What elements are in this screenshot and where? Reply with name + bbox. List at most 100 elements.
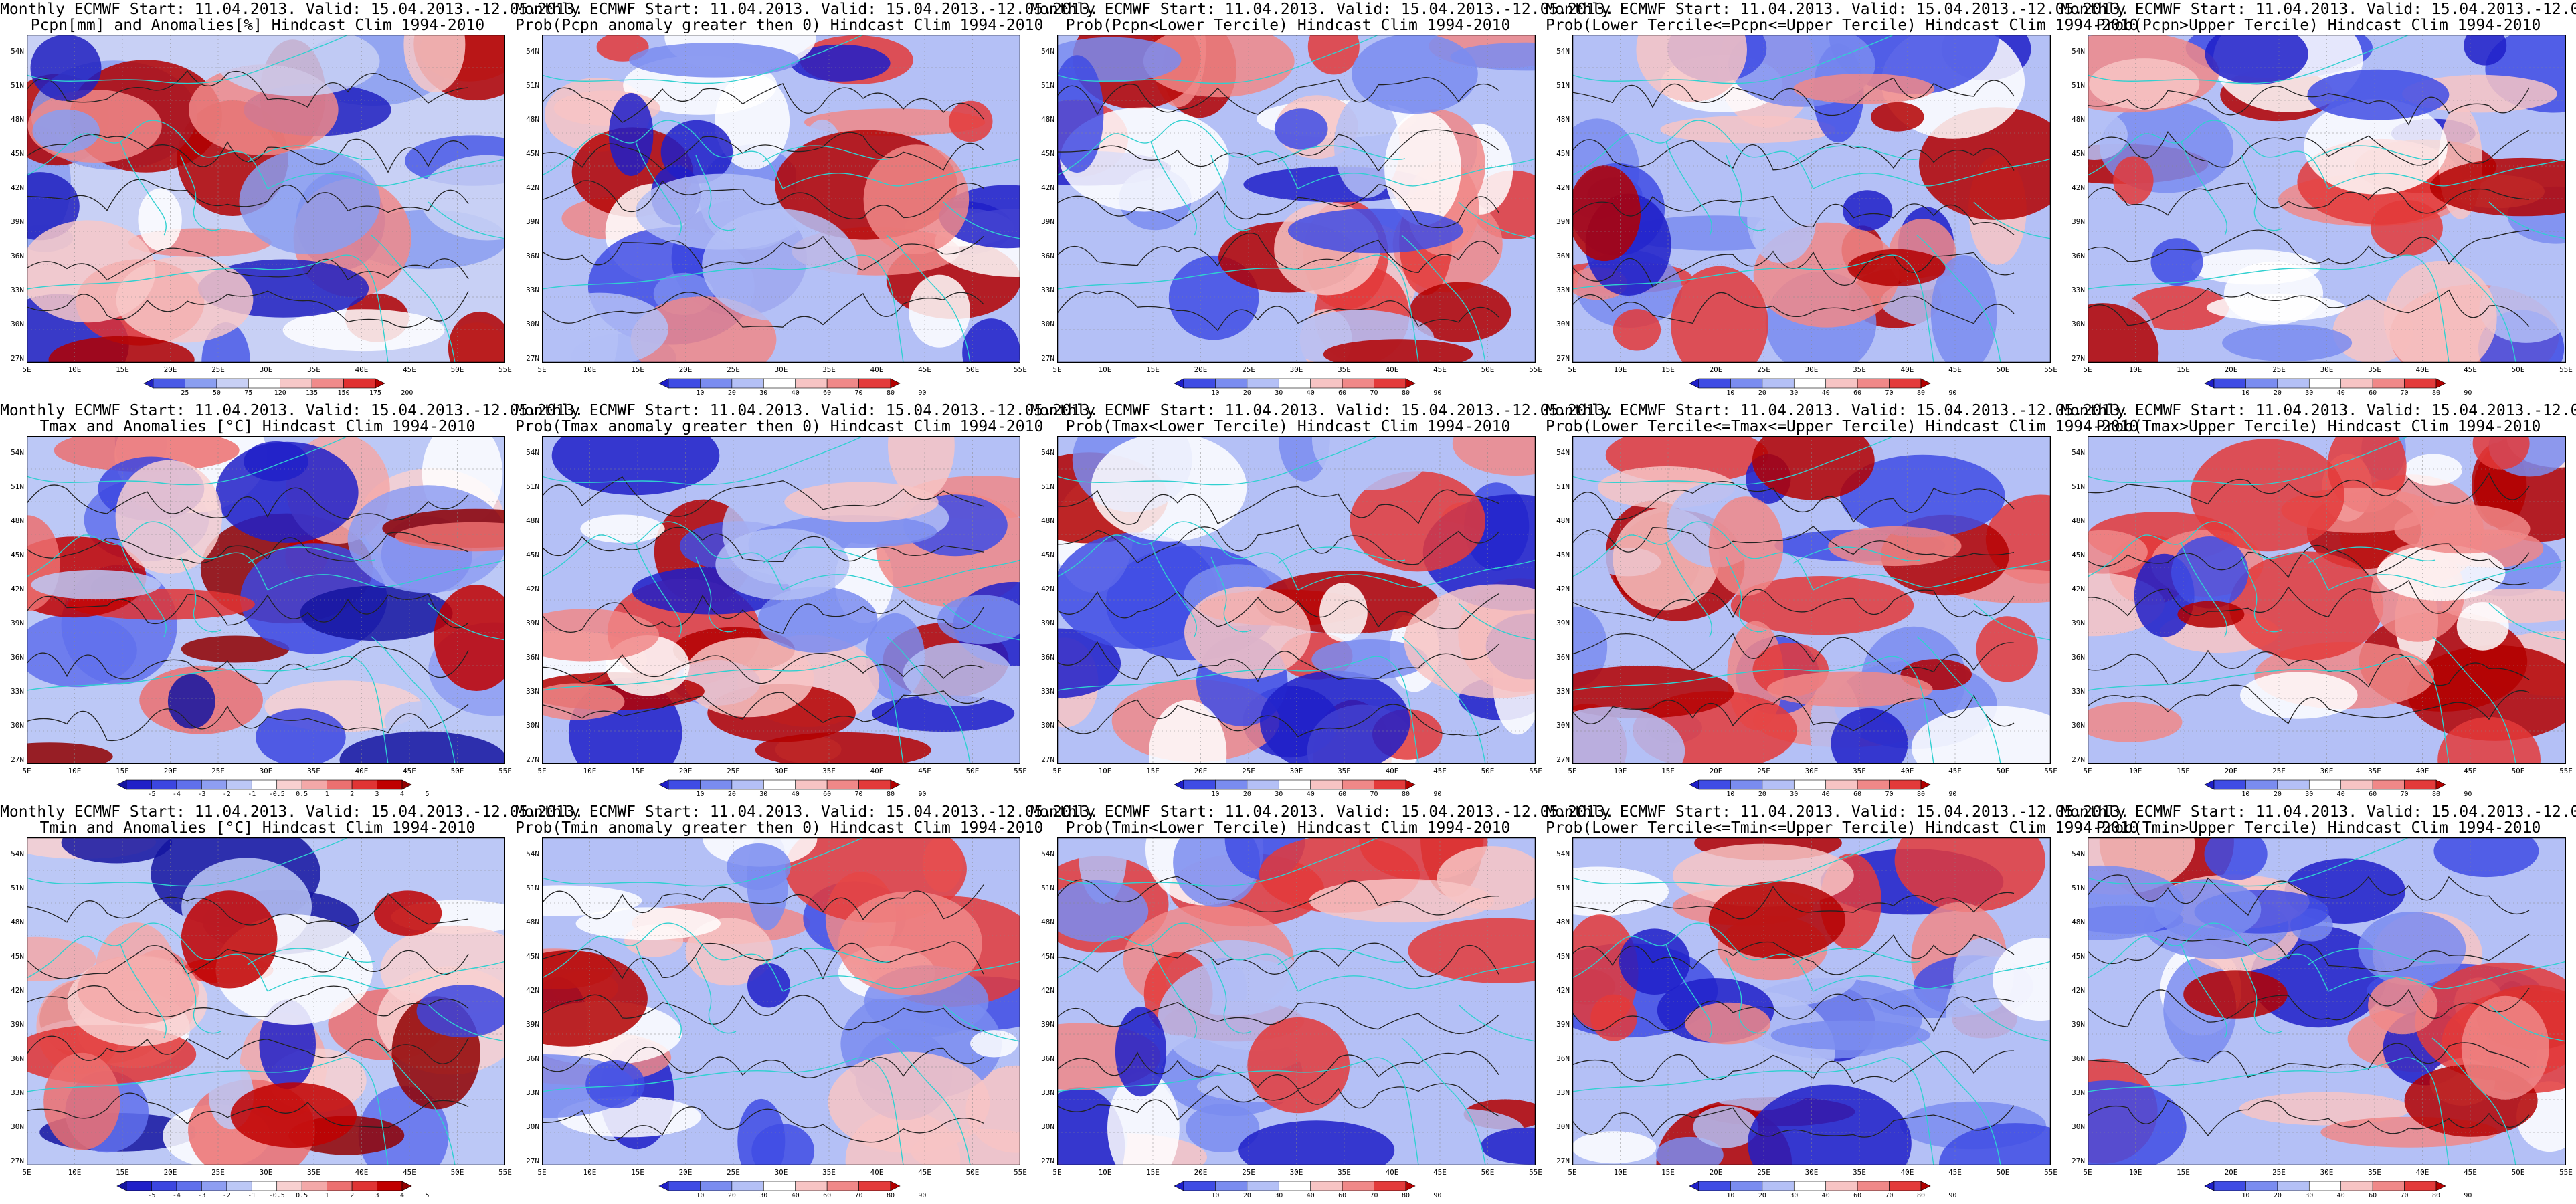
latitude-label: 27N (1556, 755, 1570, 764)
coastline (1572, 922, 1814, 992)
colorbar-swatch (401, 1181, 412, 1191)
shaded-region (2433, 837, 2539, 878)
latitude-label: 30N (1556, 1122, 1570, 1131)
coastline (27, 922, 268, 992)
map-panel: Monthly ECMWF Start: 11.04.2013. Valid: … (2061, 0, 2576, 401)
latitude-label: 45N (1041, 550, 1054, 559)
longitude-label: 20E (678, 365, 693, 374)
coastline (1057, 120, 1299, 189)
shaded-region (542, 292, 668, 363)
longitude-label: 5E (2083, 365, 2092, 374)
colorbar-swatch (343, 378, 376, 389)
coastline (542, 120, 784, 189)
colorbar-svg (1174, 378, 1416, 389)
contour-line (542, 83, 984, 123)
longitude-label: 10E (1613, 365, 1627, 374)
shaded-region (1671, 266, 1768, 363)
colorbar-swatch (2277, 1181, 2310, 1191)
latitude-label: 45N (2072, 952, 2085, 961)
coastline (1916, 1037, 2001, 1165)
map-svg (2088, 35, 2566, 363)
longitude-label: 15E (116, 365, 129, 374)
panel-title-line2: Prob(Tmin>Upper Tercile) Hindcast Clim 1… (2096, 819, 2541, 837)
shaded-region (2472, 436, 2530, 470)
coastline (2308, 546, 2436, 564)
colorbar-label: 5 (425, 1192, 430, 1199)
longitude-label: 20E (163, 365, 177, 374)
longitude-label: 35E (822, 365, 836, 374)
map-canvas (542, 837, 1020, 1165)
longitude-label: 35E (2368, 365, 2381, 374)
map-svg (542, 837, 1020, 1165)
shaded-region (2456, 602, 2509, 651)
shaded-region (1319, 583, 1368, 642)
colorbar-svg (2204, 378, 2446, 389)
map-panel: Monthly ECMWF Start: 11.04.2013. Valid: … (1546, 401, 2138, 803)
longitude-label: 25E (1757, 1168, 1770, 1177)
panel-title-line1: Monthly ECMWF Start: 11.04.2013. Valid: … (0, 1, 584, 18)
colorbar-swatch (1689, 378, 1699, 389)
latitude-label: 27N (11, 354, 24, 363)
colorbar-swatch (1698, 1181, 1731, 1191)
shaded-region (27, 613, 137, 688)
longitude-label: 15E (1661, 365, 1675, 374)
latitude-label: 45N (1556, 149, 1570, 158)
coastline (1297, 559, 1536, 591)
longitude-label: 50E (1996, 1168, 2010, 1177)
contour-line (1057, 1001, 1499, 1035)
colorbar-swatch (658, 378, 669, 389)
latitude-label: 27N (526, 354, 539, 363)
colorbar-swatch (731, 378, 764, 389)
longitude-label: 45E (2464, 767, 2477, 775)
colorbar-swatch (1405, 779, 1416, 790)
colorbar-label: 1 (325, 1192, 329, 1199)
map-canvas (1057, 837, 1536, 1165)
latitude-label: 45N (2072, 149, 2085, 158)
colorbar-swatch (1183, 779, 1216, 790)
colorbar-label: 30 (1275, 389, 1283, 397)
coastline (542, 521, 784, 591)
map-panel: Monthly ECMWF Start: 11.04.2013. Valid: … (1546, 0, 2138, 401)
colorbar-label: 30 (1790, 791, 1799, 798)
colorbar (2204, 779, 2446, 790)
shaded-region (962, 318, 1020, 363)
colorbar-label: 40 (1821, 1192, 1830, 1199)
latitude-label: 54N (11, 47, 24, 56)
colorbar-svg (1174, 779, 1416, 790)
coastline (1726, 155, 1767, 231)
longitude-label: 5E (537, 767, 547, 775)
map-svg (1057, 35, 1536, 363)
map-canvas (2088, 837, 2566, 1165)
shaded-region (2205, 35, 2308, 85)
colorbar-swatch (2404, 1181, 2437, 1191)
colorbar-label: 70 (2400, 791, 2409, 798)
colorbar-label: 70 (1885, 389, 1894, 397)
panel-title-line2: Prob(Tmin<Lower Tercile) Hindcast Clim 1… (1065, 819, 1511, 837)
coastline (2308, 145, 2436, 163)
colorbar-swatch (1405, 1181, 1416, 1191)
shaded-region (2088, 530, 2148, 574)
coastline (180, 556, 221, 633)
panel-title-line1: Monthly ECMWF Start: 11.04.2013. Valid: … (0, 402, 584, 419)
map-canvas (1057, 35, 1536, 363)
shaded-region (585, 1060, 645, 1108)
longitude-label: 5E (2083, 767, 2092, 775)
colorbar-label: 10 (1726, 1192, 1735, 1199)
latitude-label: 36N (2072, 252, 2085, 260)
shaded-region (1057, 1087, 1125, 1165)
shaded-region (838, 891, 982, 995)
map-panel: Monthly ECMWF Start: 11.04.2013. Valid: … (1030, 401, 1614, 803)
longitude-label: 35E (1853, 1168, 1866, 1177)
contour-line (542, 884, 984, 920)
latitude-label: 33N (526, 687, 539, 696)
contour-line (27, 484, 469, 521)
shaded-region (1247, 1017, 1350, 1114)
latitude-label: 39N (1556, 217, 1570, 226)
colorbar-swatch (226, 779, 252, 790)
shaded-region (1572, 914, 1639, 1030)
coastline (2241, 155, 2282, 231)
colorbar-label: 0.5 (296, 1192, 308, 1199)
colorbar (1174, 378, 1416, 389)
shaded-region (1452, 436, 1536, 476)
shaded-region (1260, 670, 1410, 764)
